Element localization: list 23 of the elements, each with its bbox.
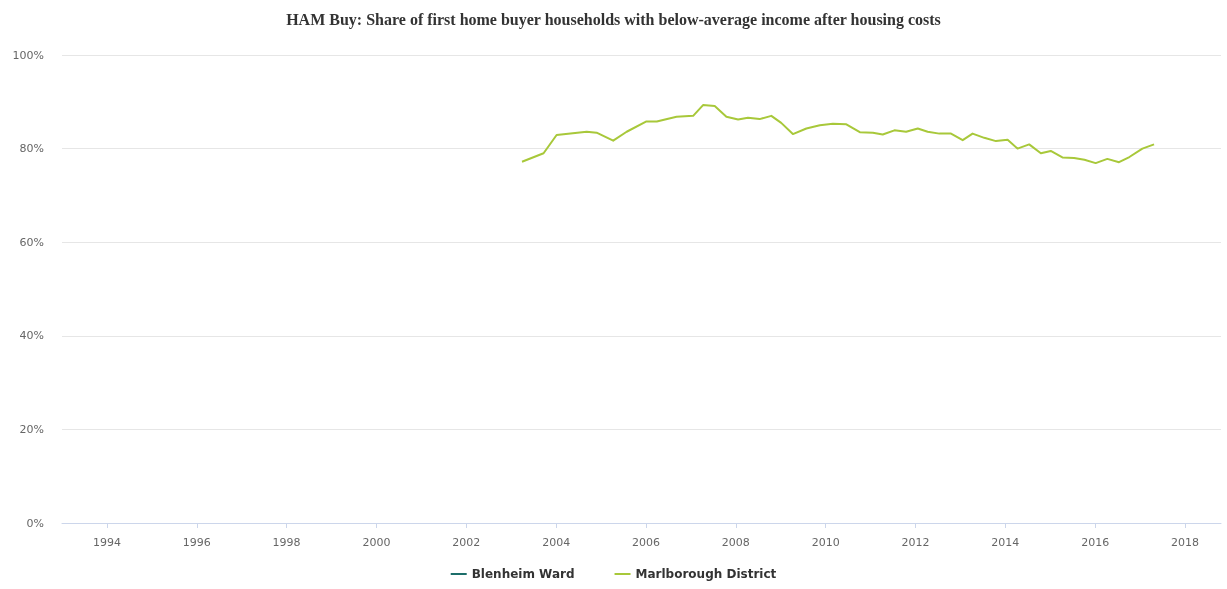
x-tick-label: 1994 <box>92 536 121 549</box>
y-tick-label: 100% <box>12 48 44 62</box>
x-tick-label: 2004 <box>542 536 571 549</box>
x-tick-label: 1998 <box>272 536 301 549</box>
y-tick-label: 20% <box>19 422 44 436</box>
y-tick-label: 60% <box>19 235 44 249</box>
x-tick-label: 2000 <box>362 536 391 549</box>
legend-label: Marlborough District <box>635 567 777 581</box>
x-tick-label: 2016 <box>1081 536 1110 549</box>
x-tick-label: 1996 <box>182 536 211 549</box>
x-tick-label: 2006 <box>631 536 660 549</box>
y-tick-label: 80% <box>19 142 44 156</box>
y-tick-label: 0% <box>26 516 44 530</box>
line-series <box>521 104 1156 165</box>
x-tick-label: 2012 <box>901 536 930 549</box>
chart-title: HAM Buy: Share of first home buyer households with below-average income after housing costs <box>286 10 941 29</box>
x-tick-label: 2008 <box>721 536 750 549</box>
x-tick-label: 2002 <box>452 536 481 549</box>
x-tick-label: 2018 <box>1171 536 1200 549</box>
y-tick-label: 40% <box>19 329 44 343</box>
x-tick-label: 2010 <box>811 536 840 549</box>
x-tick-label: 2014 <box>991 536 1020 549</box>
legend-label: Blenheim Ward <box>471 567 575 581</box>
